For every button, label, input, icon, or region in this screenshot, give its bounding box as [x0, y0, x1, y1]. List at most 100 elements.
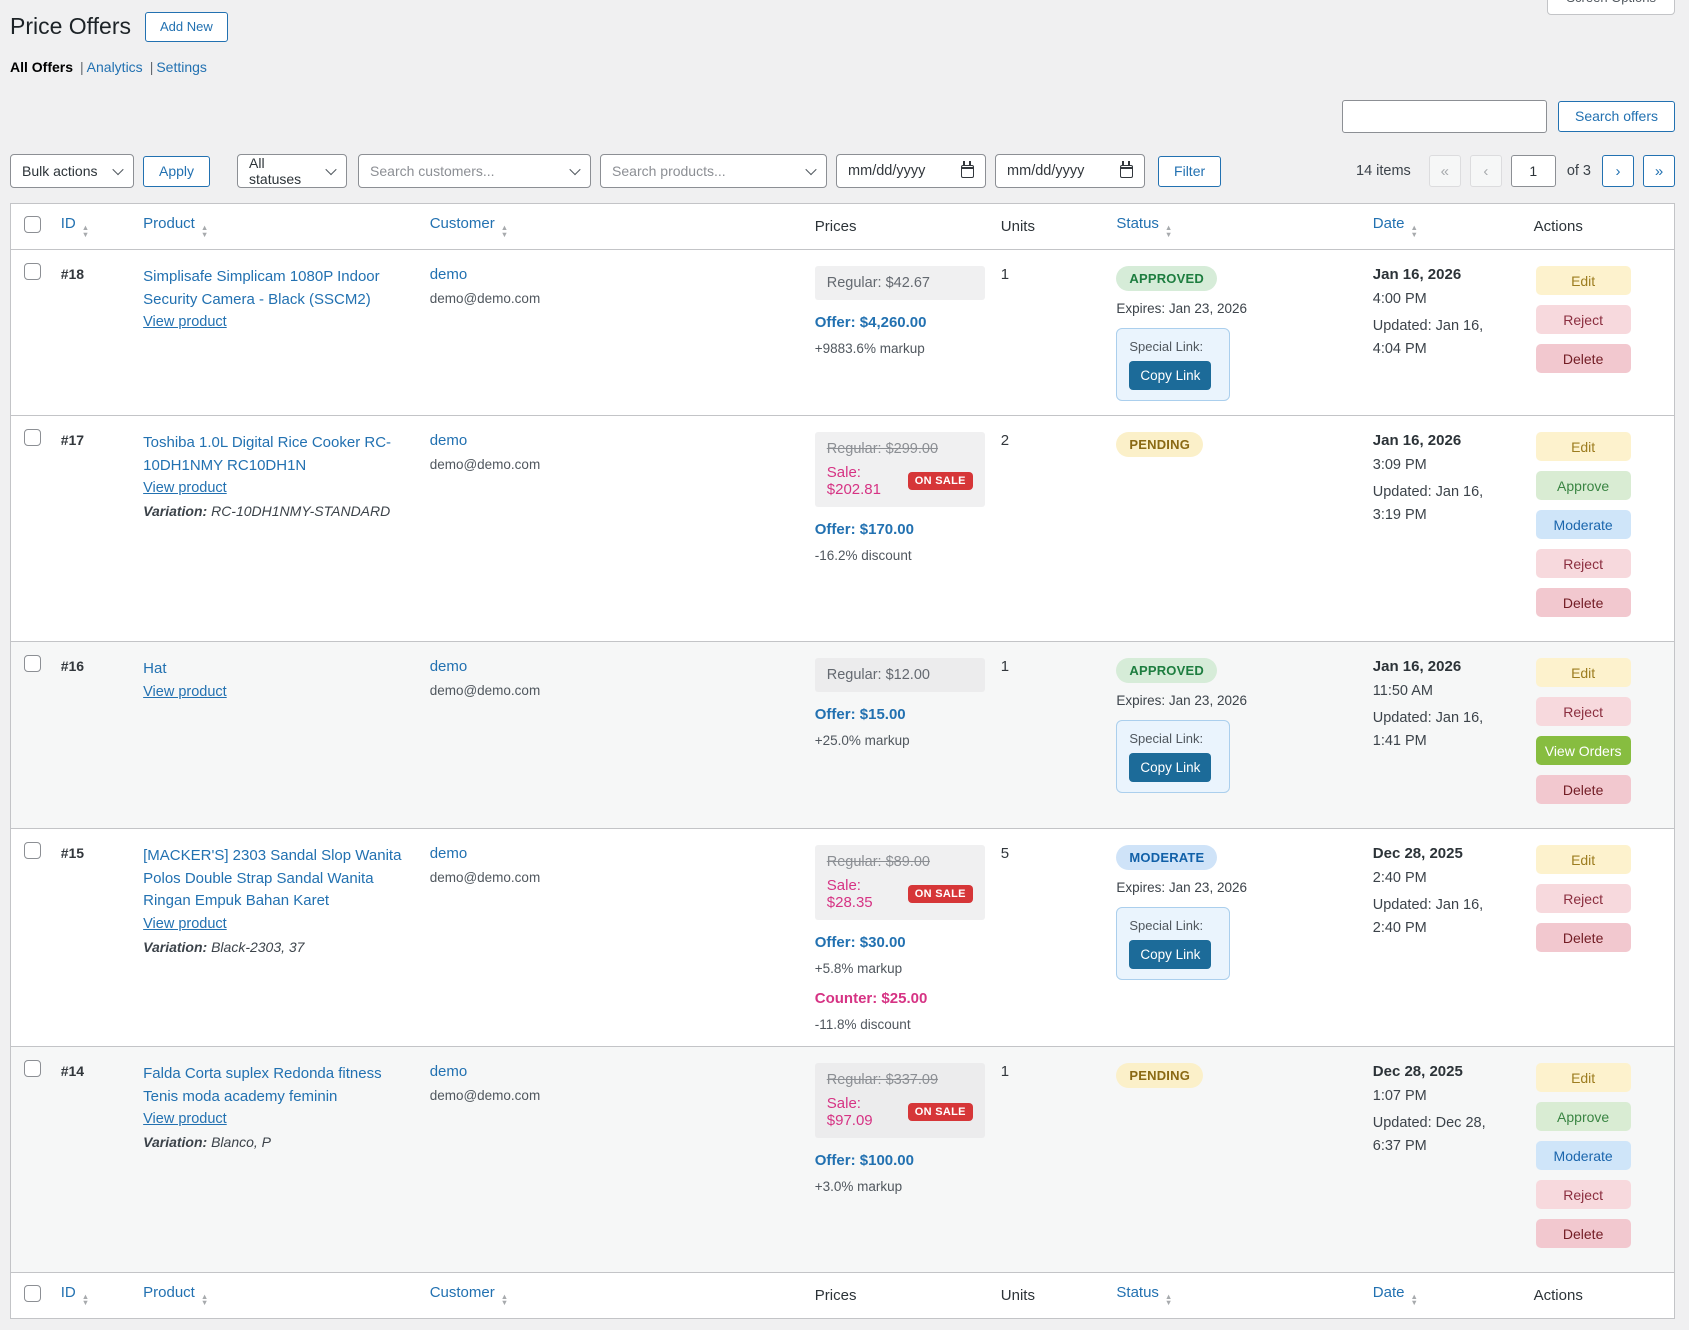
row-select-cell: [10, 415, 51, 642]
reject-button[interactable]: Reject: [1535, 697, 1631, 727]
subnav-item-all-offers[interactable]: All Offers: [10, 59, 74, 76]
moderate-button[interactable]: Moderate: [1535, 510, 1631, 540]
markup-note: +5.8% markup: [814, 961, 903, 977]
bulk-actions-select[interactable]: Bulk actions: [10, 154, 134, 189]
column-label[interactable]: Customer: [429, 215, 495, 233]
search-offers-input[interactable]: [1341, 100, 1547, 134]
prev-page-button[interactable]: ‹: [1469, 155, 1502, 188]
column-label[interactable]: Status: [1116, 1284, 1159, 1302]
subnav-item-settings[interactable]: Settings: [156, 59, 207, 76]
add-new-button[interactable]: Add New: [145, 12, 228, 43]
column-label[interactable]: Product: [143, 215, 195, 233]
edit-button[interactable]: Edit: [1535, 658, 1631, 688]
markup-note: +25.0% markup: [814, 733, 910, 749]
apply-button[interactable]: Apply: [143, 155, 211, 187]
regular-price: Regular: $12.00: [826, 667, 930, 684]
customer-link[interactable]: demo: [429, 658, 468, 676]
calendar-icon[interactable]: [961, 160, 975, 178]
view-product-link[interactable]: View product: [143, 683, 227, 700]
first-page-button[interactable]: «: [1428, 155, 1461, 188]
product-link[interactable]: Falda Corta suplex Redonda fitness Tenis…: [143, 1065, 382, 1105]
chevron-down-icon: [805, 164, 817, 176]
reject-button[interactable]: Reject: [1535, 305, 1631, 335]
product-link[interactable]: Simplisafe Simplicam 1080P Indoor Securi…: [143, 268, 380, 308]
row-checkbox[interactable]: [24, 428, 41, 446]
variation-value: Blanco, P: [211, 1134, 272, 1151]
customer-link[interactable]: demo: [429, 1063, 468, 1081]
approve-button[interactable]: Approve: [1535, 1102, 1631, 1132]
approve-button[interactable]: Approve: [1535, 471, 1631, 501]
delete-button[interactable]: Delete: [1535, 344, 1631, 374]
column-label[interactable]: ID: [60, 1284, 76, 1302]
reject-button[interactable]: Reject: [1535, 549, 1631, 579]
view-orders-button[interactable]: View Orders: [1535, 736, 1631, 766]
filter-button[interactable]: Filter: [1158, 155, 1222, 187]
reject-button[interactable]: Reject: [1535, 884, 1631, 914]
last-page-button[interactable]: »: [1643, 155, 1675, 188]
product-link[interactable]: Hat: [143, 660, 167, 678]
row-checkbox[interactable]: [24, 262, 41, 280]
offer-date: Jan 16, 2026: [1372, 658, 1462, 676]
select-all-checkbox[interactable]: [24, 1284, 41, 1302]
copy-link-button[interactable]: Copy Link: [1129, 940, 1212, 970]
column-label[interactable]: ID: [60, 215, 76, 233]
offer-price: Offer: $30.00: [814, 934, 906, 952]
row-checkbox[interactable]: [24, 1059, 41, 1077]
delete-button[interactable]: Delete: [1535, 923, 1631, 953]
variation-label: Variation:: [143, 938, 212, 955]
subnav-item-analytics[interactable]: Analytics: [86, 59, 143, 76]
view-product-link[interactable]: View product: [143, 314, 227, 331]
offer-time: 3:09 PM: [1372, 457, 1427, 474]
product-cell: [MACKER'S] 2303 Sandal Slop Wanita Polos…: [133, 828, 420, 1047]
row-checkbox[interactable]: [24, 841, 41, 859]
all-statuses-label: All statuses: [249, 155, 302, 188]
customer-link[interactable]: demo: [429, 432, 468, 450]
date-from-input[interactable]: mm/dd/yyyy: [836, 154, 987, 189]
calendar-icon[interactable]: [1120, 160, 1134, 178]
sort-icon: ▲ ▼: [1410, 1293, 1417, 1307]
customer-link[interactable]: demo: [429, 845, 468, 863]
sort-asc-icon: ▲: [81, 223, 90, 233]
moderate-button[interactable]: Moderate: [1535, 1141, 1631, 1171]
reject-button[interactable]: Reject: [1535, 1180, 1631, 1210]
delete-button[interactable]: Delete: [1535, 588, 1631, 618]
copy-link-button[interactable]: Copy Link: [1129, 753, 1212, 783]
offer-row: #15 [MACKER'S] 2303 Sandal Slop Wanita Po…: [10, 828, 1675, 1047]
column-label[interactable]: Customer: [429, 1284, 495, 1302]
row-checkbox[interactable]: [24, 654, 41, 672]
edit-button[interactable]: Edit: [1535, 845, 1631, 875]
status-filter-select[interactable]: All statuses: [237, 154, 348, 189]
edit-button[interactable]: Edit: [1535, 266, 1631, 296]
view-product-link[interactable]: View product: [143, 915, 227, 932]
customer-email: demo@demo.com: [429, 291, 541, 307]
column-label[interactable]: Date: [1372, 215, 1405, 233]
delete-button[interactable]: Delete: [1535, 775, 1631, 805]
view-product-link[interactable]: View product: [143, 480, 227, 497]
column-label[interactable]: Product: [143, 1284, 195, 1302]
search-customers-select[interactable]: Search customers...: [358, 154, 592, 189]
column-label[interactable]: Date: [1372, 1284, 1405, 1302]
search-products-select[interactable]: Search products...: [600, 154, 828, 189]
select-all-checkbox[interactable]: [24, 215, 41, 233]
product-link[interactable]: Toshiba 1.0L Digital Rice Cooker RC-10DH…: [143, 434, 392, 474]
customer-cell: demo demo@demo.com: [419, 415, 805, 642]
column-label[interactable]: Status: [1116, 215, 1159, 233]
sort-asc-icon: ▲: [500, 1292, 509, 1302]
edit-button[interactable]: Edit: [1535, 432, 1631, 462]
product-link[interactable]: [MACKER'S] 2303 Sandal Slop Wanita Polos…: [143, 847, 402, 910]
next-page-button[interactable]: ›: [1602, 155, 1634, 188]
offer-updated: Updated: Jan 16, 1:41 PM: [1372, 710, 1484, 749]
current-page-input[interactable]: [1510, 155, 1556, 188]
view-product-wrap: View product: [143, 311, 410, 330]
subnav-separator: |: [80, 59, 84, 76]
variation-text: Variation: Black-2303, 37: [143, 939, 410, 955]
date-to-input[interactable]: mm/dd/yyyy: [995, 154, 1146, 189]
view-product-link[interactable]: View product: [143, 1111, 227, 1128]
screen-options-button[interactable]: Screen Options: [1547, 0, 1675, 15]
customer-link[interactable]: demo: [429, 266, 468, 284]
delete-button[interactable]: Delete: [1535, 1219, 1631, 1249]
edit-button[interactable]: Edit: [1535, 1063, 1631, 1093]
search-offers-button[interactable]: Search offers: [1557, 101, 1675, 133]
copy-link-button[interactable]: Copy Link: [1129, 361, 1212, 391]
sort-asc-icon: ▲: [81, 1292, 90, 1302]
